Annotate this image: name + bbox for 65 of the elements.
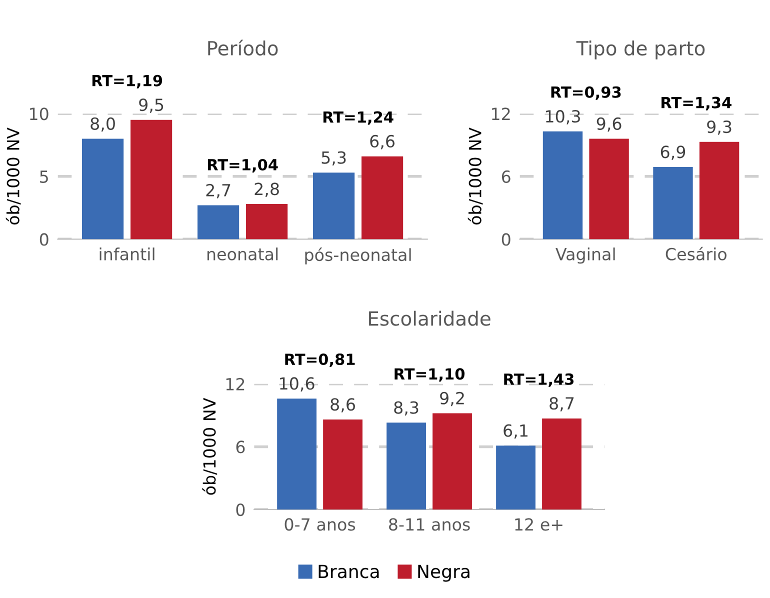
annotation: RT=1,24 <box>323 111 394 125</box>
bar <box>699 142 740 240</box>
x-tick-label: 12 e+ <box>515 518 562 531</box>
text: RT=1,19 <box>92 74 162 88</box>
y-axis-title: ób/1000 NV <box>202 398 218 495</box>
data-label: 6,1 <box>504 424 528 439</box>
bar <box>246 204 288 240</box>
chart-title: Escolaridade <box>369 310 490 326</box>
x-tick-label: Cesário <box>666 246 726 260</box>
data-label: 8,6 <box>330 398 355 412</box>
y-tick-label: 0 <box>502 233 510 246</box>
legend-label: Negra <box>418 564 470 582</box>
y-tick-label: 6 <box>236 440 245 454</box>
data-label: 6,9 <box>660 146 686 160</box>
x-tick-label: Vaginal <box>556 248 615 264</box>
y-tick-label: 0 <box>236 503 245 516</box>
data-label: 2,7 <box>206 184 230 198</box>
bar <box>589 138 629 240</box>
data-label: 10,3 <box>546 110 580 124</box>
text: RT=0,81 <box>285 353 355 368</box>
chart-title: Tipo de parto <box>576 40 705 60</box>
data-label: 9,5 <box>139 98 164 113</box>
x-tick-label: 8-11 anos <box>389 518 470 531</box>
y-axis-title: ób/1000 NV <box>468 128 483 224</box>
x-tick-label: infantil <box>100 248 154 260</box>
bar <box>130 120 172 240</box>
x-tick-label: 0-7 anos <box>284 518 356 531</box>
data-label: 9,3 <box>707 120 732 135</box>
y-tick-label: 10 <box>30 108 48 120</box>
bar <box>432 413 472 510</box>
y-tick-label: 5 <box>40 170 48 183</box>
annotation: RT=1,04 <box>208 158 278 172</box>
legend-label: Branca <box>318 564 379 578</box>
bar <box>362 156 404 240</box>
y-tick-label: 12 <box>492 108 510 120</box>
bar <box>323 419 362 510</box>
bar <box>386 422 426 510</box>
data-label: 9,6 <box>596 117 622 132</box>
bar <box>542 418 582 510</box>
chart-title: Período <box>208 40 278 56</box>
data-label: 8,7 <box>550 397 574 412</box>
data-label: 10,6 <box>280 377 314 392</box>
y-tick-label: 12 <box>226 378 244 390</box>
bar <box>277 398 317 510</box>
data-label: 6,6 <box>370 134 395 150</box>
bar <box>313 172 355 240</box>
y-axis-title: ób/1000 NV <box>6 128 21 224</box>
bar <box>82 138 124 240</box>
data-label: 5,3 <box>322 151 346 166</box>
bar <box>653 166 693 240</box>
bar <box>198 205 240 240</box>
y-tick-label: 6 <box>502 170 510 183</box>
text: RT=0,93 <box>551 86 621 100</box>
bar <box>542 131 583 240</box>
x-tick-label: neonatal <box>207 248 278 260</box>
data-label: 9,2 <box>440 392 464 406</box>
text: RT=1,34 <box>662 96 732 110</box>
x-tick-label: pós-neonatal <box>305 248 411 264</box>
data-label: 8,3 <box>394 401 418 416</box>
y-tick-label: 0 <box>40 233 48 246</box>
annotation: RT=1,43 <box>504 373 574 387</box>
data-label: 8,0 <box>90 117 115 132</box>
data-label: 2,8 <box>254 182 279 197</box>
bar <box>496 446 536 510</box>
text: RT=1,10 <box>394 368 465 382</box>
